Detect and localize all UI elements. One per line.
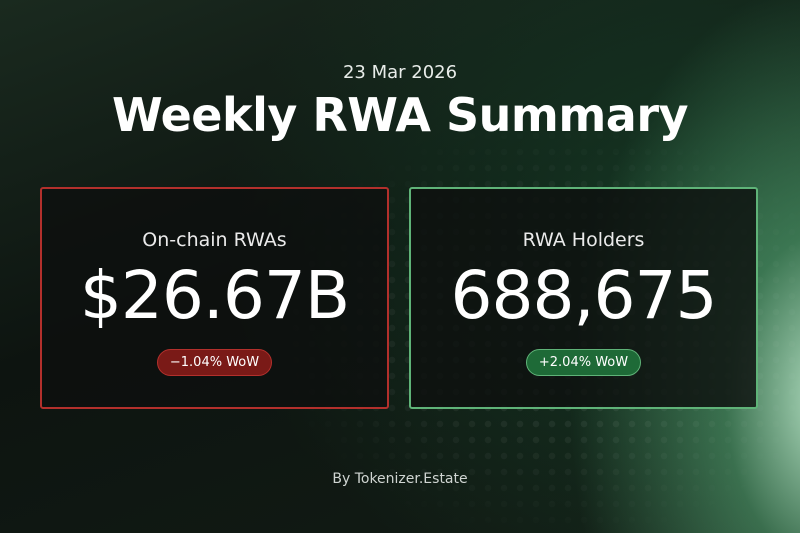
metric-card: On-chain RWAs $26.67B −1.04% WoW: [40, 187, 389, 409]
change-pill: +2.04% WoW: [525, 349, 642, 376]
metric-card: RWA Holders 688,675 +2.04% WoW: [409, 187, 758, 409]
change-row: +2.04% WoW: [411, 335, 756, 376]
date: 23 Mar 2026: [342, 62, 458, 83]
credit: By Tokenizer.Estate: [332, 471, 468, 487]
metric-value: $26.67B: [79, 257, 350, 334]
metric-value: 688,675: [450, 257, 718, 334]
change-row: −1.04% WoW: [42, 335, 387, 376]
metric-label: RWA Holders: [522, 229, 645, 251]
change-pill: −1.04% WoW: [156, 349, 273, 376]
title: Weekly RWA Summary: [111, 88, 689, 142]
metric-label: On-chain RWAs: [142, 229, 287, 251]
